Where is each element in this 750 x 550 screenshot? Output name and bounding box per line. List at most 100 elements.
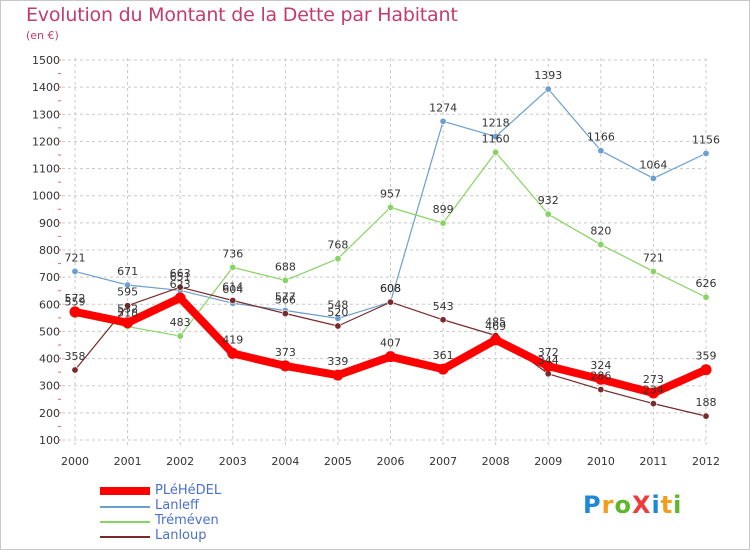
data-label-1: 1156	[692, 133, 720, 146]
data-label-3: 595	[117, 286, 138, 299]
y-tick-label: 1000	[32, 190, 60, 203]
y-tick-label: 600	[39, 298, 60, 311]
logo-letter: r	[601, 491, 615, 519]
data-label-2: 626	[696, 277, 717, 290]
data-label-2: 736	[222, 247, 243, 260]
series-point-2	[386, 203, 394, 211]
series-point-0	[437, 363, 449, 375]
y-tick-label: 900	[39, 217, 60, 230]
series-point-3	[386, 298, 394, 306]
x-tick-label: 2003	[219, 455, 247, 468]
data-label-3: 608	[380, 282, 401, 295]
legend-swatch-lanleff	[100, 506, 150, 508]
logo-letter: t	[660, 491, 674, 519]
series-point-0	[69, 306, 81, 318]
chart-subtitle: (en €)	[26, 29, 59, 42]
series-point-1	[597, 147, 605, 155]
data-label-1: 548	[327, 298, 348, 311]
y-tick-label: 1500	[32, 54, 60, 67]
series-point-1	[334, 314, 342, 322]
x-tick-label: 2004	[271, 455, 299, 468]
data-label-0: 623	[170, 278, 191, 291]
proxiti-logo[interactable]: ProXiti	[583, 491, 682, 519]
x-tick-label: 2005	[324, 455, 352, 468]
data-label-2: 768	[327, 239, 348, 252]
series-point-3	[439, 316, 447, 324]
y-tick-label: 1400	[32, 81, 60, 94]
data-label-3: 286	[590, 370, 611, 383]
logo-letter: i	[673, 491, 683, 519]
data-label-0: 372	[538, 346, 559, 359]
y-tick-label: 700	[39, 271, 60, 284]
data-label-3: 663	[170, 267, 191, 280]
series-point-3	[702, 412, 710, 420]
legend-label-tremeven: Tréméven	[155, 513, 219, 528]
y-tick-label: 800	[39, 244, 60, 257]
series-point-0	[332, 369, 344, 381]
data-label-0: 469	[485, 320, 506, 333]
legend-label-lanloup: Lanloup	[155, 528, 207, 543]
data-label-0: 407	[380, 337, 401, 350]
x-tick-label: 2011	[639, 455, 667, 468]
data-label-3: 358	[65, 350, 86, 363]
x-tick-label: 2002	[166, 455, 194, 468]
series-point-3	[229, 296, 237, 304]
series-point-3	[334, 322, 342, 330]
data-label-1: 1218	[482, 117, 510, 130]
x-tick-label: 2006	[377, 455, 405, 468]
data-label-3: 614	[222, 280, 243, 293]
series-point-3	[124, 302, 132, 310]
data-label-3: 344	[538, 354, 559, 367]
data-label-1: 721	[65, 251, 86, 264]
series-point-2	[334, 255, 342, 263]
logo-letter: i	[651, 491, 661, 519]
y-tick-label: 1100	[32, 163, 60, 176]
x-tick-label: 2012	[692, 455, 720, 468]
x-tick-label: 2000	[61, 455, 89, 468]
data-label-0: 572	[65, 292, 86, 305]
x-tick-label: 2010	[587, 455, 615, 468]
series-point-1	[124, 281, 132, 289]
logo-letter: X	[631, 491, 652, 519]
data-label-0: 419	[222, 333, 243, 346]
data-label-2: 688	[275, 260, 296, 273]
series-point-3	[597, 386, 605, 394]
data-label-1: 1064	[639, 158, 667, 171]
data-label-0: 359	[696, 350, 717, 363]
data-label-2: 957	[380, 187, 401, 200]
series-point-0	[122, 317, 134, 329]
data-label-0: 273	[643, 373, 664, 386]
series-point-2	[544, 210, 552, 218]
data-label-1: 651	[170, 270, 191, 283]
legend-swatch-lanloup	[100, 536, 150, 538]
series-point-1	[492, 133, 500, 141]
series-point-1	[649, 174, 657, 182]
series-point-0	[647, 387, 659, 399]
legend-label-pleHedel: PLéHéDEL	[155, 483, 222, 498]
y-tick-label: 1200	[32, 135, 60, 148]
x-tick-label: 2001	[114, 455, 142, 468]
data-label-0: 339	[327, 355, 348, 368]
y-tick-label: 400	[39, 353, 60, 366]
legend-label-lanleff: Lanleff	[155, 498, 200, 513]
series-point-3	[649, 400, 657, 408]
series-point-2	[702, 293, 710, 301]
data-label-3: 188	[696, 396, 717, 409]
series-point-0	[700, 364, 712, 376]
data-label-0: 532	[117, 303, 138, 316]
series-point-1	[439, 117, 447, 125]
series-point-3	[176, 283, 184, 291]
x-tick-label: 2009	[534, 455, 562, 468]
data-label-2: 820	[590, 225, 611, 238]
series-point-2	[597, 241, 605, 249]
data-label-1: 1393	[534, 69, 562, 82]
data-label-1: 671	[117, 265, 138, 278]
logo-letter: P	[583, 491, 602, 519]
x-tick-label: 2007	[429, 455, 457, 468]
y-tick-label: 1300	[32, 108, 60, 121]
data-label-3: 234	[643, 384, 664, 397]
data-label-2: 1160	[482, 132, 510, 145]
data-label-2: 483	[170, 316, 191, 329]
